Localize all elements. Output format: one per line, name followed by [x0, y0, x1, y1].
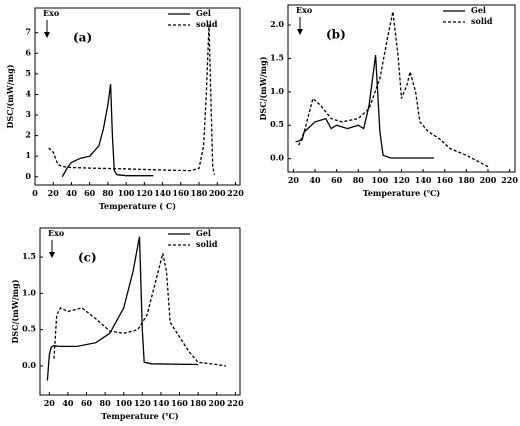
x-tick-label: 60 [84, 188, 96, 198]
y-tick-label: 5 [25, 68, 31, 78]
x-tick-label: 180 [191, 188, 208, 198]
legend-label: Gel [471, 5, 486, 15]
x-tick-label: 140 [415, 175, 432, 185]
series-line [298, 11, 489, 168]
x-tick-label: 160 [436, 175, 453, 185]
y-axis-label: DSC/(mW/mg) [258, 56, 268, 120]
exo-arrowhead [44, 32, 50, 38]
x-tick-label: 0 [32, 188, 38, 198]
y-tick-label: 0.5 [22, 324, 36, 334]
y-tick-label: 3 [25, 109, 31, 119]
x-tick-label: 160 [171, 398, 188, 408]
plot-frame [39, 227, 241, 396]
panel-label: (a) [73, 31, 92, 45]
x-tick-label: 220 [227, 188, 244, 198]
panel-label: (c) [78, 251, 97, 265]
x-tick-label: 20 [48, 188, 60, 198]
legend-label: solid [196, 239, 218, 249]
x-tick-label: 160 [172, 188, 189, 198]
y-axis-label: DSC/(mW/mg) [10, 279, 20, 343]
x-tick-label: 200 [480, 175, 497, 185]
x-axis-label: Temperature ( C) [99, 201, 176, 211]
x-tick-label: 40 [62, 398, 74, 408]
y-tick-label: 1.5 [22, 251, 36, 261]
plot-frame [287, 4, 516, 173]
x-tick-label: 60 [81, 398, 93, 408]
x-tick-label: 140 [153, 398, 170, 408]
y-tick-label: 2 [25, 130, 31, 140]
legend-label: Gel [196, 228, 211, 238]
x-tick-label: 140 [154, 188, 171, 198]
x-tick-label: 100 [115, 398, 132, 408]
x-tick-label: 40 [66, 188, 78, 198]
series-line [295, 55, 434, 159]
y-tick-label: 0.0 [270, 153, 284, 163]
x-tick-label: 20 [44, 398, 56, 408]
x-tick-label: 80 [100, 398, 112, 408]
panel-label: (b) [326, 28, 346, 42]
x-tick-label: 100 [372, 175, 389, 185]
y-tick-label: 1.5 [270, 52, 284, 62]
x-tick-label: 100 [118, 188, 135, 198]
legend-label: Gel [196, 8, 211, 18]
y-tick-label: 1.0 [270, 86, 284, 96]
y-tick-label: 6 [25, 47, 31, 57]
x-tick-label: 180 [458, 175, 475, 185]
series-line [48, 24, 216, 175]
x-tick-label: 120 [393, 175, 410, 185]
y-tick-label: 0.0 [22, 360, 36, 370]
x-tick-label: 180 [190, 398, 207, 408]
y-tick-label: 0 [25, 171, 31, 181]
y-tick-label: 1.0 [22, 287, 36, 297]
x-tick-label: 120 [136, 188, 153, 198]
exo-arrowhead [49, 252, 55, 258]
x-tick-label: 80 [353, 175, 365, 185]
x-tick-label: 220 [227, 398, 244, 408]
exo-label: Exo [296, 5, 313, 15]
y-tick-label: 4 [25, 88, 31, 98]
exo-label: Exo [48, 228, 65, 238]
x-tick-label: 60 [331, 175, 343, 185]
exo-label: Exo [43, 8, 60, 18]
y-tick-label: 0.5 [270, 119, 284, 129]
x-tick-label: 40 [309, 175, 321, 185]
y-axis-label: DSC/(mW/mg) [5, 64, 15, 128]
x-tick-label: 200 [208, 398, 225, 408]
x-tick-label: 80 [102, 188, 114, 198]
series-line [53, 253, 227, 367]
y-tick-label: 1 [25, 150, 31, 160]
series-line [46, 236, 199, 381]
y-tick-label: 2.0 [270, 19, 284, 29]
legend-label: solid [196, 19, 218, 29]
series-line [61, 84, 154, 178]
x-tick-label: 120 [134, 398, 151, 408]
legend-label: solid [471, 16, 493, 26]
x-axis-label: Temperature (℃) [101, 411, 179, 421]
exo-arrowhead [297, 29, 303, 35]
plot-frame [34, 7, 241, 186]
y-tick-label: 7 [25, 27, 31, 37]
x-axis-label: Temperature (℃) [363, 188, 441, 198]
x-tick-label: 220 [501, 175, 518, 185]
x-tick-label: 200 [209, 188, 226, 198]
x-tick-label: 20 [288, 175, 300, 185]
